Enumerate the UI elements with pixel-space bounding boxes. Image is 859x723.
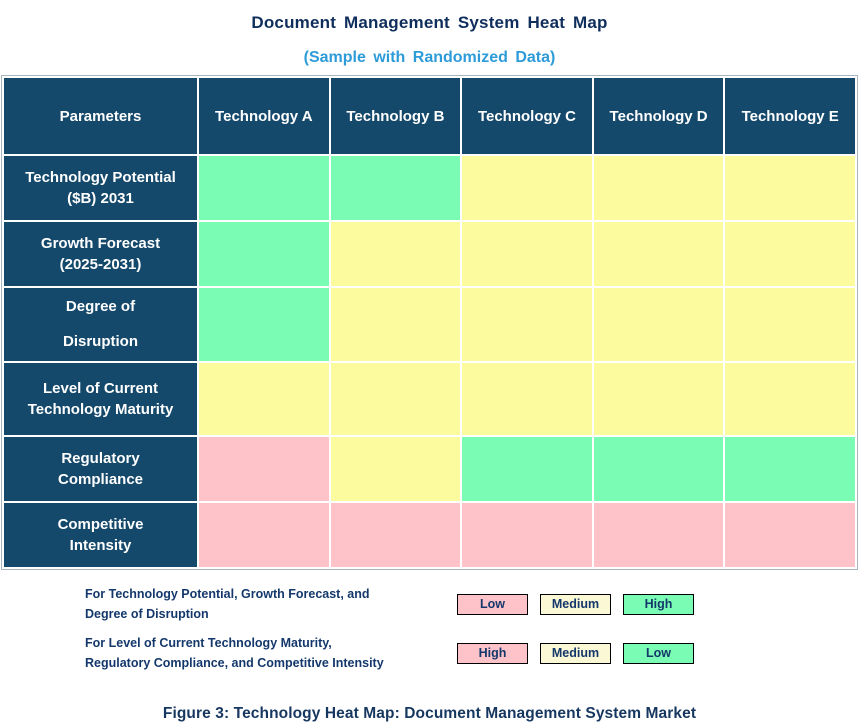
legend-swatch-low: Low <box>457 593 528 615</box>
row-header-regulatory-compliance: Regulatory Compliance <box>4 437 197 501</box>
heatmap-cell <box>199 156 329 220</box>
table-row: Technology Potential ($B) 2031 <box>4 156 855 220</box>
heatmap-cell <box>199 363 329 435</box>
heatmap-cell <box>462 288 592 361</box>
heatmap-cell <box>330 288 461 361</box>
heatmap-cell <box>593 288 724 361</box>
legend-swatch-medium: Medium <box>540 593 611 615</box>
row-header-growth-forecast: Growth Forecast (2025-2031) <box>4 222 197 286</box>
heatmap-cell <box>462 156 592 220</box>
legend-swatches: High Medium Low <box>457 642 706 664</box>
column-header-technology-c: Technology C <box>462 78 592 154</box>
heatmap-cell <box>462 503 592 567</box>
heatmap-cell <box>462 437 592 501</box>
heatmap-cell <box>199 437 329 501</box>
legend-swatch-low: Low <box>623 642 694 664</box>
table-row: Level of Current Technology Maturity <box>4 363 855 435</box>
heatmap-cell <box>593 363 724 435</box>
heatmap-cell <box>330 437 461 501</box>
legend-row-positive-scale: For Technology Potential, Growth Forecas… <box>85 584 859 624</box>
heatmap-cell <box>725 156 855 220</box>
page-title: Document Management System Heat Map <box>251 13 608 32</box>
heatmap-cell <box>330 503 461 567</box>
page-subtitle: (Sample with Randomized Data) <box>303 49 556 66</box>
column-header-technology-b: Technology B <box>330 78 461 154</box>
table-row: Degree of Disruption <box>4 288 855 361</box>
header-row: Parameters Technology A Technology B Tec… <box>4 78 855 154</box>
legend-swatches: Low Medium High <box>457 593 706 615</box>
heatmap-cell <box>725 363 855 435</box>
column-header-technology-e: Technology E <box>725 78 855 154</box>
legend-description: For Technology Potential, Growth Forecas… <box>85 587 370 621</box>
heatmap-cell <box>330 156 461 220</box>
heatmap-cell <box>725 503 855 567</box>
legend-swatch-medium: Medium <box>540 642 611 664</box>
table-row: Regulatory Compliance <box>4 437 855 501</box>
heatmap-cell <box>593 503 724 567</box>
row-header-degree-of-disruption: Degree of Disruption <box>4 288 197 361</box>
heatmap-cell <box>462 222 592 286</box>
table-row: Competitive Intensity <box>4 503 855 567</box>
legend-swatch-high: High <box>457 642 528 664</box>
legend-row-inverted-scale: For Level of Current Technology Maturity… <box>85 633 859 673</box>
legend-description: For Level of Current Technology Maturity… <box>85 636 384 670</box>
heatmap-cell <box>199 222 329 286</box>
heatmap-cell <box>199 503 329 567</box>
heatmap-cell <box>593 222 724 286</box>
heatmap-cell <box>330 222 461 286</box>
legend: For Technology Potential, Growth Forecas… <box>85 584 859 673</box>
heatmap-cell <box>725 288 855 361</box>
column-header-technology-d: Technology D <box>593 78 724 154</box>
heatmap-cell <box>593 437 724 501</box>
legend-swatch-high: High <box>623 593 694 615</box>
heatmap-cell <box>725 437 855 501</box>
table-row: Growth Forecast (2025-2031) <box>4 222 855 286</box>
row-header-competitive-intensity: Competitive Intensity <box>4 503 197 567</box>
heatmap-cell <box>199 288 329 361</box>
row-header-technology-potential: Technology Potential ($B) 2031 <box>4 156 197 220</box>
heatmap-cell <box>462 363 592 435</box>
figure-caption: Figure 3: Technology Heat Map: Document … <box>162 705 697 722</box>
heatmap-cell <box>725 222 855 286</box>
heatmap-cell <box>593 156 724 220</box>
row-header-technology-maturity: Level of Current Technology Maturity <box>4 363 197 435</box>
heatmap-table: Parameters Technology A Technology B Tec… <box>1 75 858 570</box>
column-header-parameters: Parameters <box>4 78 197 154</box>
column-header-technology-a: Technology A <box>199 78 329 154</box>
heatmap-cell <box>330 363 461 435</box>
